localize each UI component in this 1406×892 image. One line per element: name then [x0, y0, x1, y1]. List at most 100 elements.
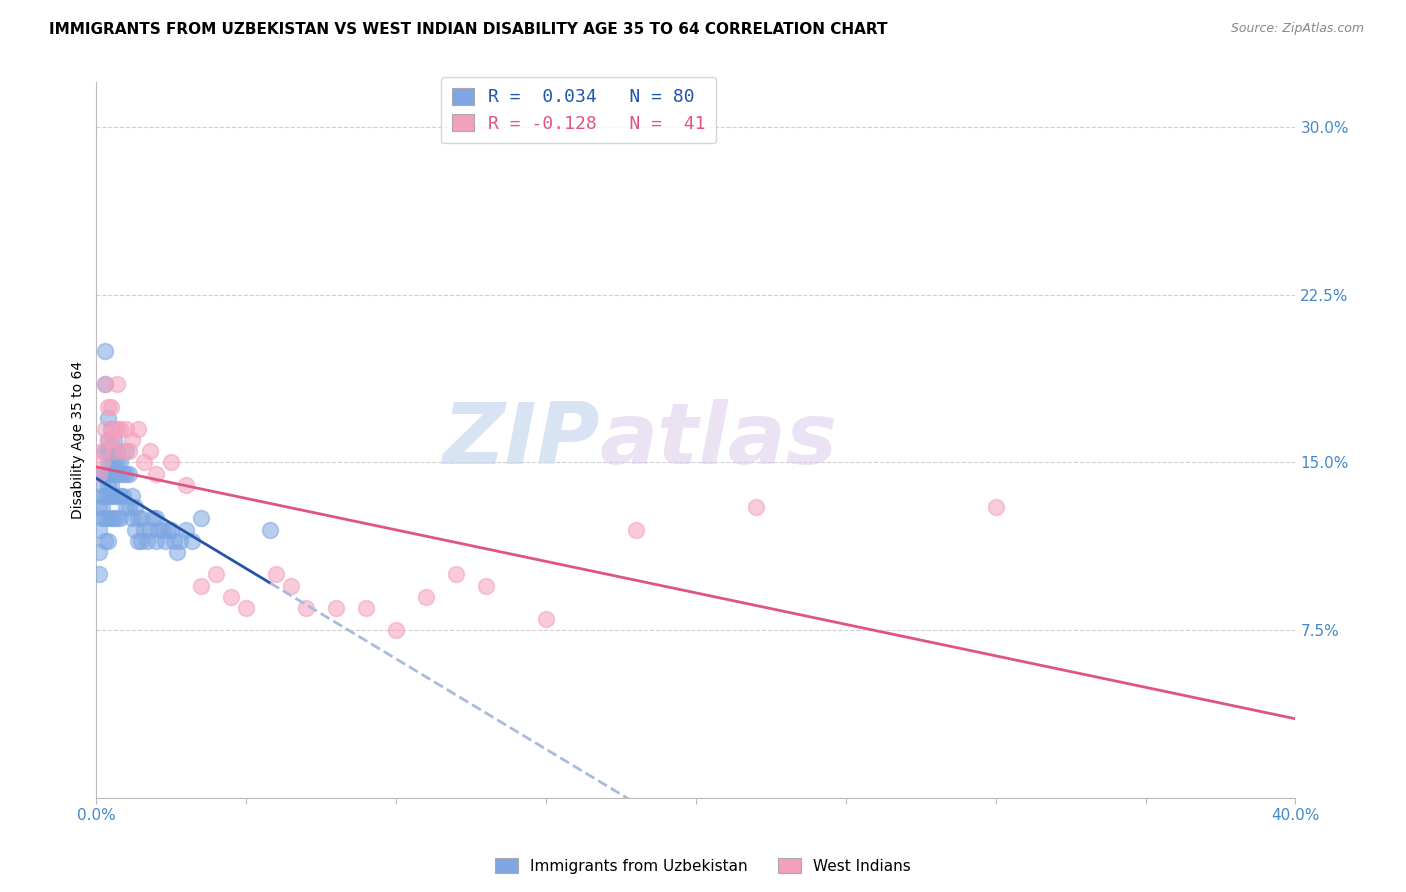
Point	[89, 545, 111, 559]
Point	[115, 444, 138, 458]
Point	[91, 511, 114, 525]
Point	[89, 523, 111, 537]
Point	[354, 601, 377, 615]
Point	[145, 511, 167, 525]
Point	[105, 422, 128, 436]
Point	[142, 511, 165, 525]
Point	[94, 533, 117, 548]
Point	[139, 523, 162, 537]
Point	[115, 467, 138, 481]
Point	[110, 489, 132, 503]
Point	[97, 400, 120, 414]
Point	[150, 523, 173, 537]
Point	[624, 523, 647, 537]
Point	[121, 489, 143, 503]
Point	[97, 433, 120, 447]
Point	[97, 489, 120, 503]
Point	[89, 567, 111, 582]
Point	[100, 400, 122, 414]
Point	[127, 533, 149, 548]
Point	[174, 478, 197, 492]
Point	[97, 533, 120, 548]
Point	[157, 523, 180, 537]
Point	[97, 433, 120, 447]
Point	[534, 612, 557, 626]
Point	[94, 511, 117, 525]
Point	[115, 422, 138, 436]
Text: Source: ZipAtlas.com: Source: ZipAtlas.com	[1230, 22, 1364, 36]
Point	[235, 601, 257, 615]
Point	[100, 444, 122, 458]
Point	[131, 533, 153, 548]
Point	[115, 500, 138, 515]
Point	[94, 489, 117, 503]
Point	[110, 422, 132, 436]
Point	[103, 511, 125, 525]
Point	[100, 467, 122, 481]
Point	[134, 455, 156, 469]
Point	[155, 533, 177, 548]
Point	[136, 533, 159, 548]
Point	[160, 455, 183, 469]
Point	[100, 455, 122, 469]
Text: ZIP: ZIP	[443, 399, 600, 482]
Point	[103, 433, 125, 447]
Point	[148, 523, 170, 537]
Legend: Immigrants from Uzbekistan, West Indians: Immigrants from Uzbekistan, West Indians	[489, 852, 917, 880]
Point	[745, 500, 768, 515]
Point	[444, 567, 467, 582]
Point	[91, 444, 114, 458]
Point	[131, 511, 153, 525]
Point	[105, 455, 128, 469]
Point	[190, 578, 212, 592]
Point	[103, 444, 125, 458]
Point	[259, 523, 281, 537]
Point	[127, 422, 149, 436]
Point	[91, 500, 114, 515]
Point	[181, 533, 204, 548]
Point	[105, 377, 128, 392]
Point	[415, 590, 437, 604]
Point	[190, 511, 212, 525]
Point	[110, 467, 132, 481]
Point	[160, 523, 183, 537]
Point	[134, 523, 156, 537]
Point	[121, 511, 143, 525]
Point	[118, 500, 141, 515]
Point	[97, 478, 120, 492]
Point	[103, 444, 125, 458]
Point	[100, 489, 122, 503]
Point	[169, 533, 191, 548]
Point	[325, 601, 347, 615]
Point	[91, 489, 114, 503]
Point	[984, 500, 1007, 515]
Point	[100, 478, 122, 492]
Point	[103, 455, 125, 469]
Y-axis label: Disability Age 35 to 64: Disability Age 35 to 64	[72, 361, 86, 519]
Point	[139, 444, 162, 458]
Point	[97, 444, 120, 458]
Point	[112, 467, 135, 481]
Point	[97, 467, 120, 481]
Point	[145, 533, 167, 548]
Point	[219, 590, 242, 604]
Legend: R =  0.034   N = 80, R = -0.128   N =  41: R = 0.034 N = 80, R = -0.128 N = 41	[441, 77, 717, 144]
Point	[118, 467, 141, 481]
Point	[100, 433, 122, 447]
Point	[91, 467, 114, 481]
Point	[91, 478, 114, 492]
Point	[174, 523, 197, 537]
Point	[118, 444, 141, 458]
Point	[127, 511, 149, 525]
Point	[103, 467, 125, 481]
Point	[105, 467, 128, 481]
Point	[166, 545, 188, 559]
Point	[385, 624, 408, 638]
Point	[89, 500, 111, 515]
Point	[89, 467, 111, 481]
Text: atlas: atlas	[600, 399, 838, 482]
Point	[100, 511, 122, 525]
Point	[97, 410, 120, 425]
Point	[103, 489, 125, 503]
Point	[121, 433, 143, 447]
